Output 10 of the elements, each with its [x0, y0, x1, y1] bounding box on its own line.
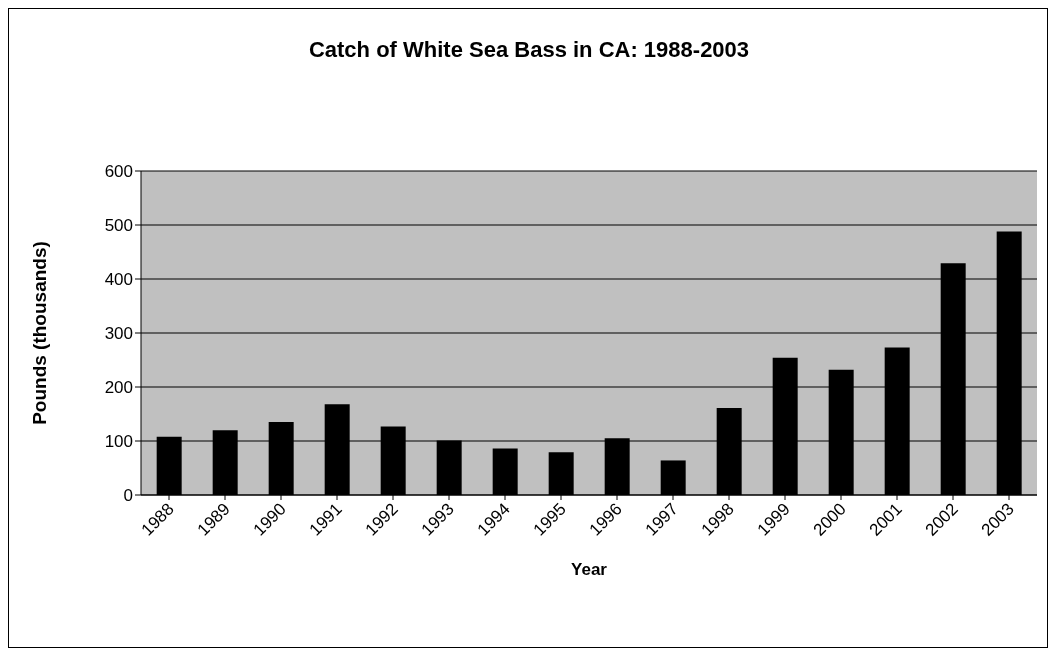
- chart-title: Catch of White Sea Bass in CA: 1988-2003: [307, 37, 751, 63]
- y-tick-label: 200: [104, 378, 133, 398]
- y-tick-label: 100: [104, 432, 133, 452]
- y-tick-label: 0: [123, 486, 133, 506]
- y-tick-label: 600: [104, 162, 133, 182]
- x-axis-title: Year: [571, 560, 608, 579]
- y-axis-title: Pounds (thousands): [28, 241, 50, 425]
- y-tick-label: 300: [104, 324, 133, 344]
- y-tick-label: 400: [104, 270, 133, 290]
- y-tick-label: 500: [104, 216, 133, 236]
